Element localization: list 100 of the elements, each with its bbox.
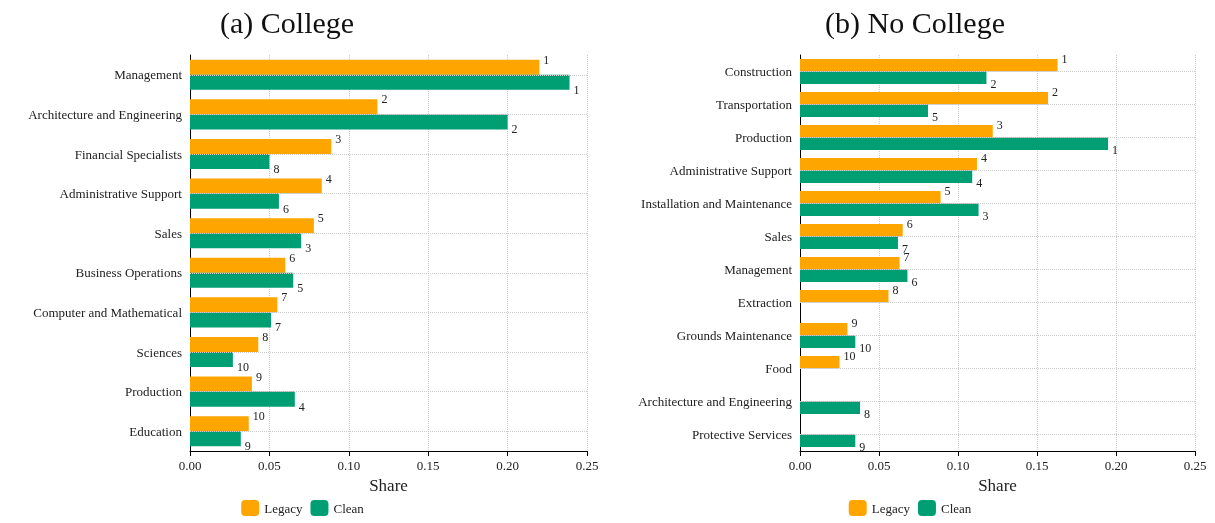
y-tick-label: Computer and Mathematical [33, 304, 183, 320]
y-tick-label: Construction [724, 64, 793, 79]
bar [190, 154, 270, 170]
annotation: 5 [944, 183, 951, 198]
x-tick-label: 0.00 [788, 458, 812, 473]
chart-title: (b) No College [825, 5, 1005, 40]
y-tick-label: Financial Specialists [74, 146, 182, 162]
bar [190, 99, 378, 115]
annotation: 9 [255, 369, 262, 384]
bar [800, 104, 928, 118]
annotation: 10 [843, 348, 856, 363]
x-tick-label: 0.25 [1183, 458, 1207, 473]
annotation: 10 [859, 341, 872, 356]
bar [800, 401, 861, 415]
bar [800, 355, 840, 369]
x-tick-label: 0.05 [258, 458, 281, 473]
y-tick-label: Sales [764, 229, 792, 244]
bar [800, 322, 848, 336]
bar [190, 312, 271, 328]
bar [190, 391, 295, 407]
y-tick-label: Management [114, 67, 183, 83]
annotation: 3 [982, 209, 989, 224]
y-tick-label: Administrative Support [59, 186, 183, 202]
bar [190, 431, 241, 447]
x-axis-title: Share [369, 475, 408, 495]
annotation: 8 [864, 407, 871, 422]
annotation: 3 [335, 131, 342, 146]
bar [190, 376, 252, 392]
x-tick-label: 0.15 [416, 458, 440, 473]
bar [190, 416, 249, 432]
annotation: 3 [305, 241, 312, 256]
y-tick-label: Architecture and Engineering [638, 394, 793, 409]
annotation: 5 [317, 211, 324, 226]
bar [800, 71, 987, 85]
y-tick-label: Architecture and Engineering [28, 106, 183, 122]
x-tick-label: 0.05 [867, 458, 891, 473]
legend-label: Legacy [871, 500, 911, 516]
annotation: 1 [1061, 51, 1068, 66]
annotation: 3 [996, 117, 1003, 132]
annotation: 1 [573, 82, 580, 97]
bar [190, 114, 508, 130]
annotation: 4 [298, 399, 305, 414]
x-tick-label: 0.20 [496, 458, 519, 473]
annotation: 4 [980, 150, 987, 165]
y-tick-label: Production [734, 130, 793, 145]
bar [190, 74, 570, 90]
y-tick-label: Transportation [715, 97, 793, 112]
annotation: 9 [851, 315, 858, 330]
annotation: 6 [906, 216, 913, 231]
annotation: 2 [990, 77, 997, 92]
y-tick-label: Food [765, 361, 793, 376]
y-tick-label: Administrative Support [669, 163, 793, 178]
bar [190, 233, 302, 249]
y-tick-label: Sciences [136, 344, 182, 360]
chart-title: (a) College [220, 5, 355, 40]
annotation: 8 [892, 282, 899, 297]
y-tick-label: Protective Services [692, 427, 792, 442]
x-tick-label: 0.10 [946, 458, 970, 473]
annotation: 4 [976, 176, 983, 191]
annotation: 4 [325, 171, 332, 186]
bar [800, 289, 889, 303]
annotation: 10 [236, 360, 249, 375]
y-tick-label: Installation and Maintenance [641, 196, 793, 211]
annotation: 2 [1052, 84, 1059, 99]
annotation: 6 [289, 250, 296, 265]
bar [800, 91, 1049, 105]
y-tick-label: Grounds Maintenance [676, 328, 793, 343]
bar [800, 203, 979, 217]
annotation: 6 [282, 201, 289, 216]
legend-label: Clean [940, 500, 972, 516]
annotation: 2 [511, 122, 518, 137]
bar [190, 59, 540, 75]
x-tick-label: 0.15 [1025, 458, 1049, 473]
bar [190, 257, 286, 273]
annotation: 5 [931, 110, 938, 125]
annotation: 8 [262, 329, 269, 344]
bar [190, 297, 278, 313]
bar [800, 223, 903, 237]
annotation: 7 [281, 290, 288, 305]
bar [800, 170, 973, 184]
x-tick-label: 0.00 [178, 458, 202, 473]
y-tick-label: Extraction [737, 295, 793, 310]
annotation: 2 [381, 92, 388, 107]
y-tick-label: Business Operations [75, 265, 182, 281]
bar [800, 124, 993, 138]
bar [190, 352, 233, 368]
y-tick-label: Management [724, 262, 793, 277]
y-tick-label: Sales [154, 225, 182, 241]
y-tick-label: Production [124, 384, 183, 400]
annotation: 9 [859, 440, 866, 455]
y-tick-label: Education [129, 423, 183, 439]
annotation: 8 [273, 162, 280, 177]
annotation: 6 [911, 275, 918, 290]
bar [800, 137, 1109, 151]
bar [190, 178, 322, 194]
annotation: 1 [543, 52, 550, 67]
annotation: 10 [252, 409, 265, 424]
annotation: 7 [274, 320, 281, 335]
bar [190, 218, 314, 234]
bar [190, 138, 332, 154]
